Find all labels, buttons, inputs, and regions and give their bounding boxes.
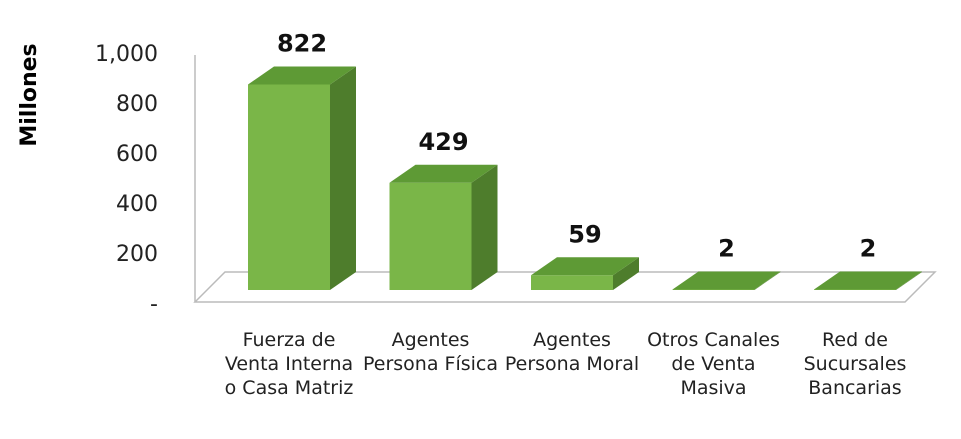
bar-top (814, 271, 922, 290)
value-label: 59 (568, 220, 601, 248)
bar-top (389, 164, 498, 183)
bar-side (896, 271, 922, 290)
bar (389, 182, 472, 290)
value-label: 429 (418, 128, 468, 156)
x-tick-label: Agentes Persona Moral (504, 329, 640, 375)
bar-side (330, 66, 356, 290)
y-tick-label: 200 (116, 242, 158, 267)
bar-side (471, 164, 498, 290)
y-axis-label: Millones (17, 43, 42, 146)
bar-top (531, 257, 639, 276)
bar (814, 289, 896, 290)
value-label: 2 (718, 235, 735, 263)
bar-top (672, 271, 781, 290)
x-tick-label-box: Agentes Persona Física (362, 329, 498, 375)
y-tick-label: 1,000 (95, 42, 158, 67)
value-label: 2 (860, 235, 877, 263)
bar (672, 289, 755, 290)
x-tick-label: Fuerza de Venta Interna o Casa Matriz (224, 329, 354, 399)
bar (248, 84, 330, 290)
x-tick-label-box: Red de Sucursales Bancarias (803, 329, 907, 399)
x-tick-label: Otros Canales de Venta Masiva (647, 329, 780, 399)
x-tick-label-box: Agentes Persona Moral (504, 329, 640, 375)
y-tick-label: - (150, 292, 158, 317)
bar-side (613, 257, 639, 290)
x-tick-label: Agentes Persona Física (362, 329, 498, 375)
x-tick-label: Red de Sucursales Bancarias (803, 329, 907, 399)
x-tick-label-box: Otros Canales de Venta Masiva (647, 329, 780, 399)
bar-top (248, 66, 356, 85)
bar-side (754, 271, 781, 290)
x-tick-label-box: Fuerza de Venta Interna o Casa Matriz (224, 329, 354, 399)
y-tick-label: 600 (116, 142, 158, 167)
bar (531, 275, 613, 290)
y-tick-label: 800 (116, 92, 158, 117)
y-tick-label: 400 (116, 192, 158, 217)
value-label: 822 (277, 30, 327, 58)
